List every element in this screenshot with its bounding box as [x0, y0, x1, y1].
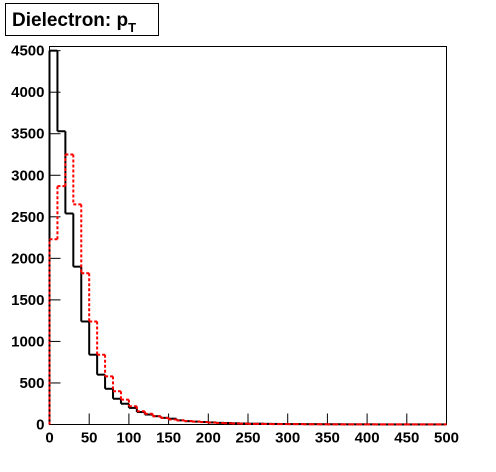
x-tick-label: 250 — [235, 430, 260, 447]
x-tick-label: 100 — [116, 430, 141, 447]
y-tick-label: 3500 — [11, 126, 44, 143]
y-tick-label: 2000 — [11, 250, 44, 267]
y-tick-label: 500 — [19, 375, 44, 392]
x-tick-label: 200 — [196, 430, 221, 447]
title-subscript: T — [128, 20, 136, 35]
x-tick-label: 0 — [45, 430, 53, 447]
x-tick-label: 350 — [315, 430, 340, 447]
x-tick-label: 300 — [275, 430, 300, 447]
y-tick-label: 0 — [36, 417, 44, 434]
y-tick-label: 4000 — [11, 84, 44, 101]
x-tick-label: 450 — [394, 430, 419, 447]
x-tick-label: 50 — [81, 430, 98, 447]
y-tick-label: 1000 — [11, 333, 44, 350]
x-tick-label: 150 — [156, 430, 181, 447]
y-tick-label: 2500 — [11, 209, 44, 226]
title-box — [5, 3, 159, 36]
x-tick-label: 500 — [434, 430, 459, 447]
chart-title: Dielectron: pT — [12, 10, 136, 35]
y-tick-label: 3000 — [11, 167, 44, 184]
x-tick-label: 400 — [355, 430, 380, 447]
y-tick-label: 1500 — [11, 292, 44, 309]
y-tick-label: 4500 — [11, 43, 44, 60]
title-main: Dielectron: p — [12, 10, 128, 31]
